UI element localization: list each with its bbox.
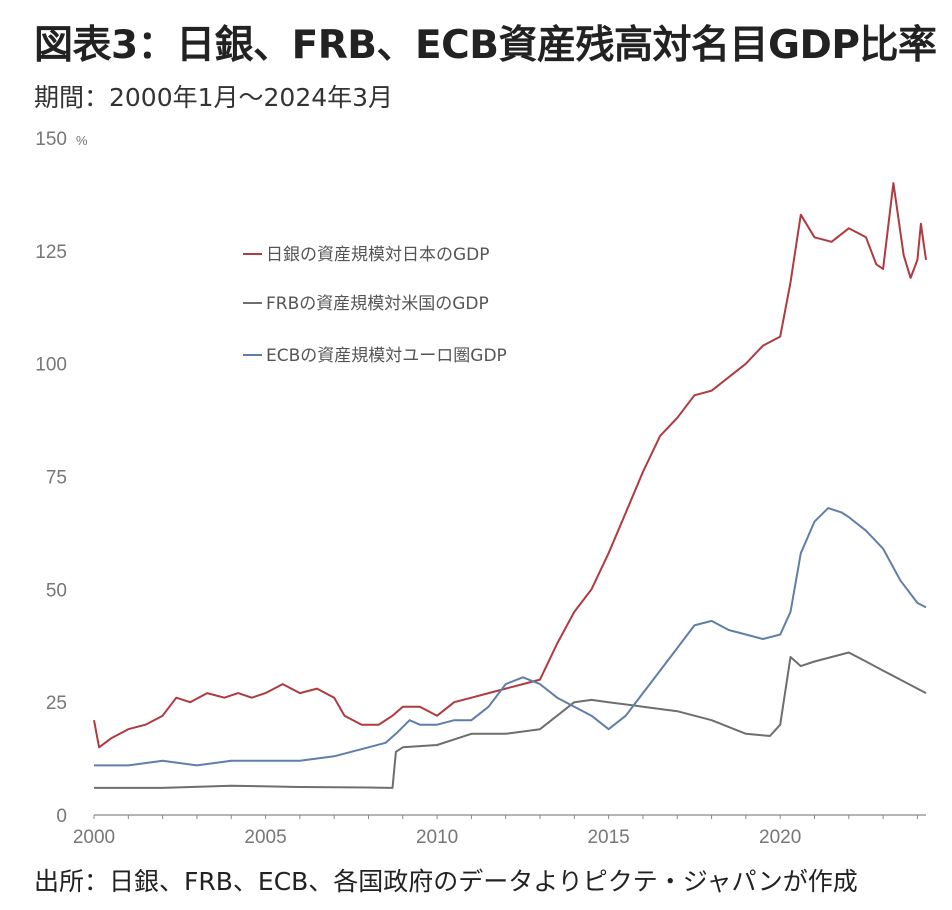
y-tick-label: 150: [35, 129, 67, 150]
series-line-boj: [93, 182, 927, 749]
y-axis: 0 25 50 75 100 125 150%: [35, 129, 88, 827]
legend: 日銀の資産規模対日本のGDP FRBの資産規模対米国のGDP ECBの資産規模対ユー…: [243, 245, 507, 366]
series-line-frb: [94, 651, 927, 789]
legend-label-boj: 日銀の資産規模対日本のGDP: [266, 245, 490, 265]
y-unit-label: %: [76, 133, 88, 148]
y-tick-label: 100: [35, 355, 67, 376]
series-lines: [93, 182, 927, 789]
source-note: 出所：日銀、FRB、ECB、各国政府のデータよりピクテ・ジャパンが作成: [34, 867, 858, 896]
x-axis: 2000 2005 2010 2015 2020: [73, 814, 926, 848]
y-tick-label: 125: [35, 242, 67, 263]
series-line-ecb: [94, 507, 927, 767]
chart-title: 図表3：日銀、FRB、ECB資産残高対名目GDP比率: [34, 23, 937, 68]
x-tick-label: 2000: [73, 827, 115, 848]
x-tick-label: 2010: [416, 827, 458, 848]
line-chart: 0 25 50 75 100 125 150% 2000 2005 2010 2015 2020 日…: [35, 129, 927, 848]
y-tick-label: 50: [46, 580, 67, 601]
chart-subtitle: 期間：2000年1月～2024年3月: [34, 83, 394, 112]
y-tick-label: 25: [46, 693, 67, 714]
legend-label-frb: FRBの資産規模対米国のGDP: [266, 294, 489, 314]
legend-label-ecb: ECBの資産規模対ユーロ圏GDP: [266, 346, 507, 366]
x-tick-label: 2005: [244, 827, 286, 848]
x-tick-label: 2015: [587, 827, 629, 848]
y-tick-label: 75: [46, 468, 67, 489]
y-tick-label: 0: [56, 806, 67, 827]
x-tick-label: 2020: [759, 827, 801, 848]
